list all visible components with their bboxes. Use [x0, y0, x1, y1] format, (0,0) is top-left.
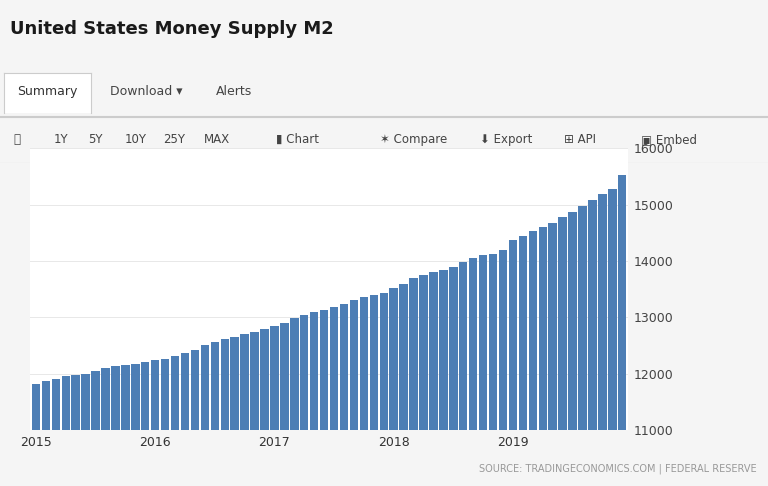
Bar	[578, 206, 587, 486]
Bar	[91, 371, 100, 486]
Text: Alerts: Alerts	[216, 85, 253, 98]
Text: Download ▾: Download ▾	[110, 85, 182, 98]
Bar	[41, 381, 50, 486]
Bar	[310, 312, 319, 486]
Bar	[4, 73, 91, 113]
Bar	[190, 350, 199, 486]
Text: ⊞ API: ⊞ API	[564, 133, 597, 146]
Bar	[220, 339, 229, 486]
Bar	[548, 223, 557, 486]
Bar	[161, 359, 169, 486]
Bar	[339, 304, 348, 486]
Bar	[260, 329, 269, 486]
Bar	[598, 194, 607, 486]
Bar	[359, 297, 368, 486]
Bar	[290, 318, 299, 486]
Text: MAX: MAX	[204, 133, 230, 146]
Bar	[170, 356, 179, 486]
Bar	[200, 345, 209, 486]
Bar	[528, 231, 537, 486]
Text: ▮ Chart: ▮ Chart	[276, 133, 319, 146]
Bar	[210, 342, 219, 486]
Bar	[379, 293, 388, 486]
Bar	[61, 376, 70, 486]
Bar	[101, 368, 110, 486]
Bar	[280, 323, 289, 486]
Bar	[568, 212, 577, 486]
Text: ⧈: ⧈	[14, 133, 21, 146]
Bar	[151, 360, 160, 486]
Bar	[538, 227, 547, 486]
Bar	[81, 374, 90, 486]
Text: United States Money Supply M2: United States Money Supply M2	[10, 20, 334, 38]
Text: ⬇ Export: ⬇ Export	[480, 133, 532, 146]
Bar	[270, 327, 279, 486]
Bar	[409, 278, 418, 486]
Bar	[230, 337, 239, 486]
Bar	[180, 353, 189, 486]
Text: ▣ Embed: ▣ Embed	[641, 133, 697, 146]
Bar	[320, 310, 329, 486]
Bar	[469, 258, 478, 486]
Bar	[449, 267, 458, 486]
Bar	[31, 384, 40, 486]
Bar	[439, 270, 448, 486]
Bar	[399, 283, 408, 486]
Bar	[498, 250, 507, 486]
Bar	[608, 190, 617, 486]
Bar	[121, 364, 130, 486]
Bar	[508, 240, 517, 486]
Bar	[71, 375, 80, 486]
Bar	[240, 334, 249, 486]
Bar	[300, 314, 309, 486]
Bar	[369, 295, 378, 486]
Text: 5Y: 5Y	[88, 133, 103, 146]
Bar	[518, 236, 527, 486]
Bar	[250, 332, 259, 486]
Bar	[489, 254, 498, 486]
Text: Summary: Summary	[18, 85, 78, 98]
Bar	[459, 261, 468, 486]
Text: 10Y: 10Y	[124, 133, 147, 146]
Bar	[588, 200, 597, 486]
Bar	[329, 307, 338, 486]
Text: 25Y: 25Y	[163, 133, 185, 146]
Bar	[479, 255, 488, 486]
Bar	[419, 275, 428, 486]
Bar	[558, 217, 567, 486]
Text: SOURCE: TRADINGECONOMICS.COM | FEDERAL RESERVE: SOURCE: TRADINGECONOMICS.COM | FEDERAL R…	[479, 463, 756, 474]
Bar	[111, 366, 120, 486]
Bar	[349, 300, 358, 486]
Bar	[51, 379, 60, 486]
Bar	[429, 272, 438, 486]
Text: ✶ Compare: ✶ Compare	[380, 133, 448, 146]
Bar	[389, 288, 398, 486]
Bar	[131, 364, 140, 486]
Bar	[618, 175, 627, 486]
Text: 1Y: 1Y	[54, 133, 68, 146]
Bar	[141, 363, 150, 486]
